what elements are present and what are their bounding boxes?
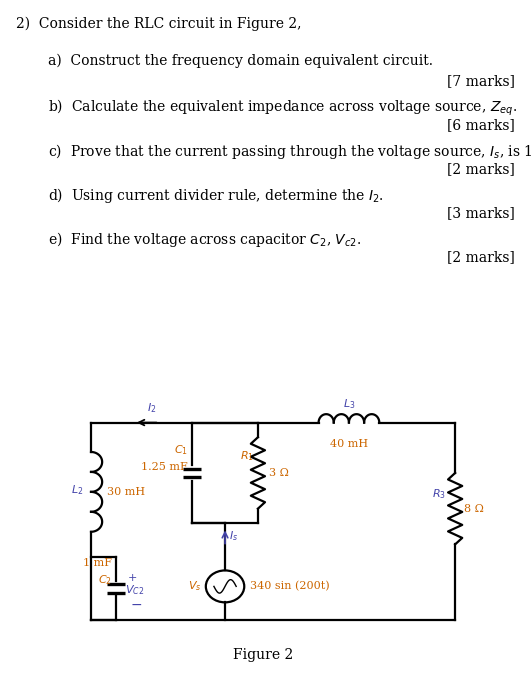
Text: [2 marks]: [2 marks] [447, 163, 515, 176]
Text: 40 mH: 40 mH [330, 438, 368, 449]
Text: b)  Calculate the equivalent impedance across voltage source, $Z_{eq}$.: b) Calculate the equivalent impedance ac… [48, 98, 517, 118]
Text: $R_3$: $R_3$ [432, 487, 446, 501]
Text: 30 mH: 30 mH [107, 487, 145, 497]
Text: 1.25 mF: 1.25 mF [141, 462, 188, 472]
Text: [3 marks]: [3 marks] [447, 206, 515, 220]
Text: −: − [131, 598, 142, 611]
Text: +: + [127, 573, 137, 583]
Text: d)  Using current divider rule, determine the $I_2$.: d) Using current divider rule, determine… [48, 186, 384, 205]
Text: $C_2$: $C_2$ [98, 573, 112, 587]
Text: $C_1$: $C_1$ [174, 443, 188, 457]
Text: $L_3$: $L_3$ [342, 397, 355, 410]
Text: $R_1$: $R_1$ [240, 449, 254, 463]
Text: e)  Find the voltage across capacitor $C_2$, $V_{c2}$.: e) Find the voltage across capacitor $C_… [48, 230, 361, 249]
Text: [7 marks]: [7 marks] [447, 74, 515, 88]
Text: 1 mF: 1 mF [83, 558, 112, 568]
Text: $V_s$: $V_s$ [189, 579, 202, 594]
Text: Figure 2: Figure 2 [233, 648, 293, 662]
Text: 8 Ω: 8 Ω [464, 503, 484, 514]
Text: $I_2$: $I_2$ [147, 401, 157, 415]
Text: [2 marks]: [2 marks] [447, 250, 515, 264]
Text: $L_2$: $L_2$ [71, 483, 83, 497]
Text: 2)  Consider the RLC circuit in Figure 2,: 2) Consider the RLC circuit in Figure 2, [16, 17, 302, 31]
Text: [6 marks]: [6 marks] [447, 118, 515, 133]
Text: 340 sin (200t): 340 sin (200t) [250, 581, 330, 591]
Text: $V_{C2}$: $V_{C2}$ [125, 584, 144, 598]
Text: $I_s$: $I_s$ [229, 529, 238, 543]
Text: a)  Construct the frequency domain equivalent circuit.: a) Construct the frequency domain equiva… [48, 54, 433, 68]
Text: c)  Prove that the current passing through the voltage source, $I_s$, is 117.98$: c) Prove that the current passing throug… [48, 142, 531, 161]
Text: 3 Ω: 3 Ω [269, 468, 289, 478]
